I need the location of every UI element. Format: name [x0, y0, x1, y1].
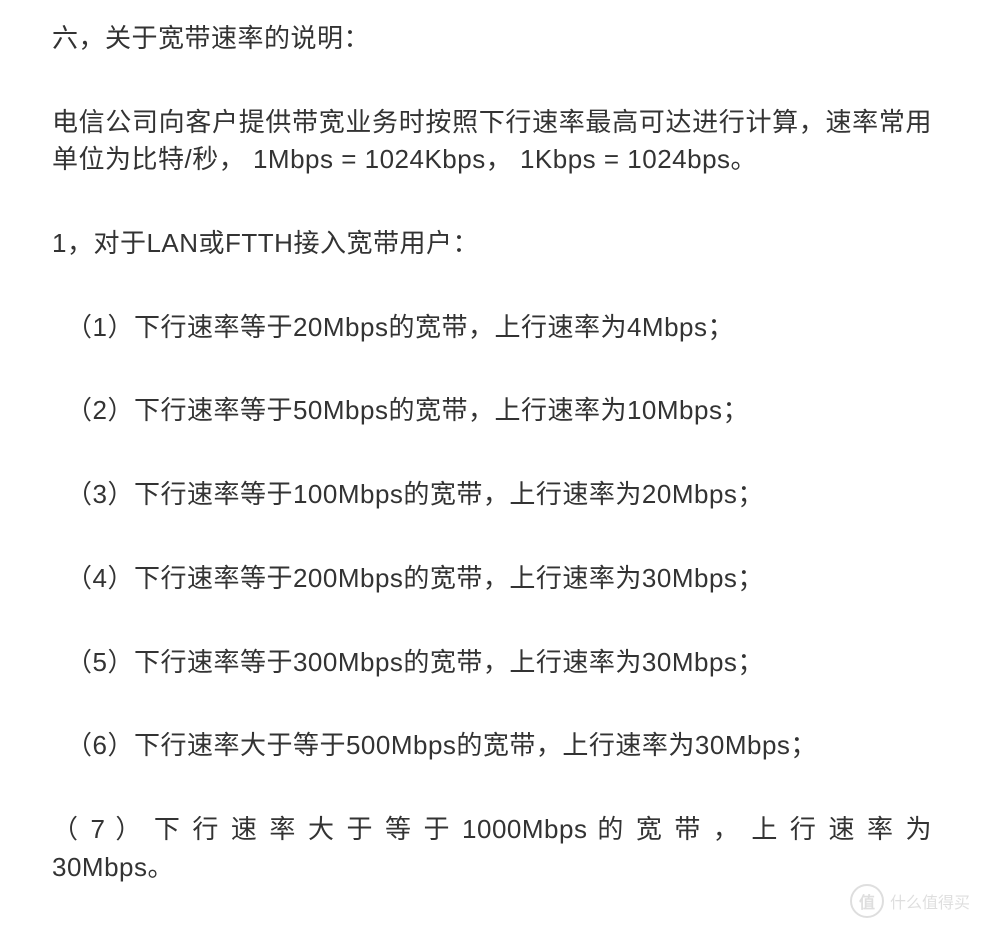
watermark: 值 什么值得买 [850, 884, 970, 918]
list-heading: 1，对于LAN或FTTH接入宽带用户： [52, 225, 932, 263]
list-item: （ 7 ） 下 行 速 率 大 于 等 于 1000Mbps 的 宽 带 ， 上… [52, 811, 932, 886]
watermark-logo-icon: 值 [850, 884, 884, 918]
section-heading: 六，关于宽带速率的说明： [52, 20, 932, 58]
list-item: （3）下行速率等于100Mbps的宽带，上行速率为20Mbps； [52, 476, 932, 514]
list-item: （1）下行速率等于20Mbps的宽带，上行速率为4Mbps； [52, 309, 932, 347]
list-item: （6）下行速率大于等于500Mbps的宽带，上行速率为30Mbps； [52, 727, 932, 765]
list-item: （5）下行速率等于300Mbps的宽带，上行速率为30Mbps； [52, 644, 932, 682]
list-item: （2）下行速率等于50Mbps的宽带，上行速率为10Mbps； [52, 392, 932, 430]
list-item: （4）下行速率等于200Mbps的宽带，上行速率为30Mbps； [52, 560, 932, 598]
document-page: 六，关于宽带速率的说明： 电信公司向客户提供带宽业务时按照下行速率最高可达进行计… [0, 0, 984, 928]
watermark-label: 什么值得买 [890, 889, 970, 913]
intro-paragraph: 电信公司向客户提供带宽业务时按照下行速率最高可达进行计算，速率常用单位为比特/秒… [52, 104, 932, 179]
